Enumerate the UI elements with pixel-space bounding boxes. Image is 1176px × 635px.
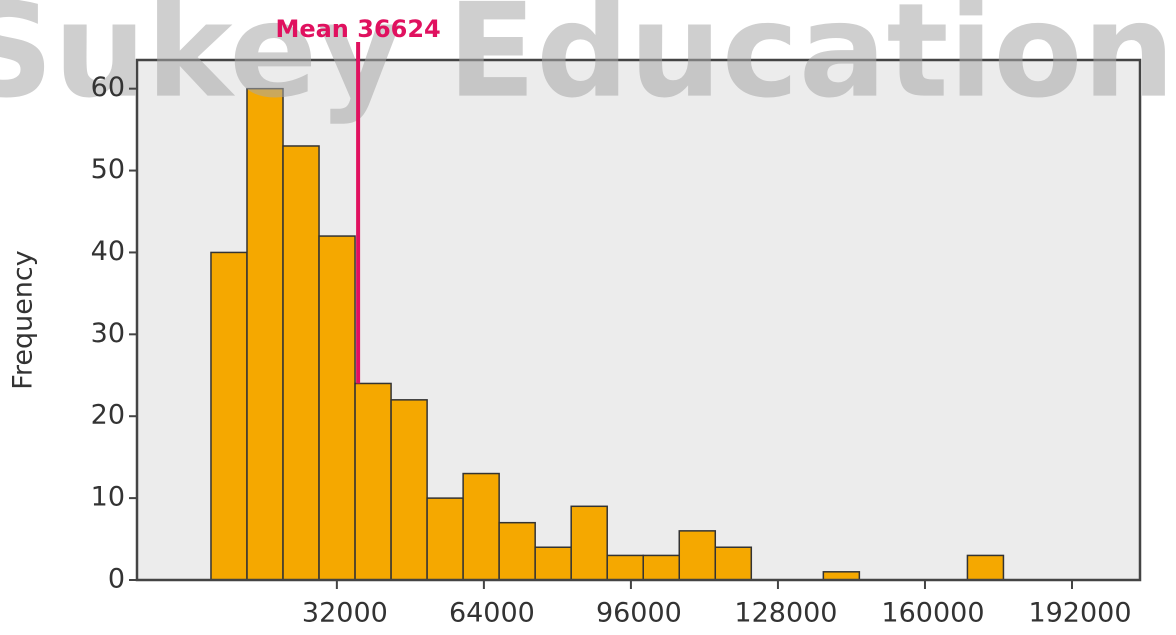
bar (462, 472, 500, 581)
bar (534, 546, 572, 581)
x-tick-label: 192000 (1028, 598, 1131, 629)
y-tick-label: 50 (91, 154, 125, 185)
x-tick-label: 32000 (302, 598, 388, 629)
y-axis-label: Frequency (8, 250, 39, 390)
x-tick-label: 64000 (449, 598, 535, 629)
bar (642, 554, 681, 581)
bar (498, 521, 536, 581)
x-tick-label: 96000 (596, 598, 682, 629)
x-tick-label: 128000 (734, 598, 837, 629)
bar (426, 497, 464, 581)
y-tick-label: 20 (91, 400, 125, 431)
y-tick-label: 0 (108, 564, 125, 595)
bar (246, 87, 284, 581)
x-tick-label: 160000 (881, 598, 984, 629)
mean-label: Mean 36624 (275, 15, 440, 43)
bar (678, 530, 717, 581)
bar (390, 399, 428, 581)
bar (354, 382, 392, 581)
y-tick-label: 30 (91, 318, 125, 349)
marks (210, 87, 1005, 581)
y-tick-label: 40 (91, 236, 125, 267)
bar (966, 554, 1005, 581)
bar (606, 554, 644, 581)
plot-frame (135, 58, 1142, 582)
y-tick-label: 60 (91, 72, 125, 103)
bar (282, 145, 320, 581)
bar (714, 546, 753, 581)
y-tick-label: 10 (91, 482, 125, 513)
bar (570, 505, 608, 581)
bar (318, 235, 356, 581)
bar (210, 251, 248, 581)
watermark: Sukey Education (0, 0, 1175, 127)
